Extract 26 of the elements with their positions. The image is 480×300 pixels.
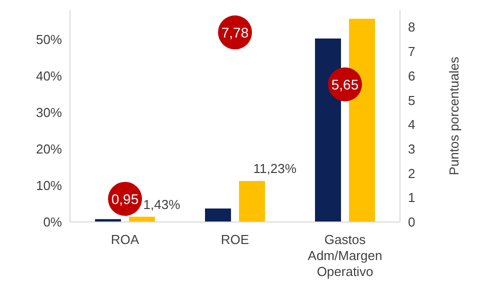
y2-tick-label: 6 <box>408 68 416 84</box>
y-tick-label: 20% <box>36 142 62 157</box>
data-label: 7,78 <box>221 24 249 40</box>
x-tick-label: ROA <box>110 232 140 247</box>
y-tick-label: 40% <box>36 68 62 84</box>
bar <box>205 208 231 222</box>
y2-tick-label: 2 <box>408 166 416 181</box>
bar <box>239 180 265 222</box>
data-label: 11,23% <box>253 160 297 176</box>
y-tick-label: 30% <box>36 104 62 120</box>
y2-tick-label: 0 <box>408 214 416 230</box>
y2-tick-label: 4 <box>408 117 416 132</box>
data-label: 1,43% <box>143 196 181 212</box>
y2-tick-label: 3 <box>408 142 416 157</box>
y2-tick-label: 1 <box>408 190 416 206</box>
y-tick-label: 10% <box>36 178 62 194</box>
x-tick-label: Gastos Adm/Margen Operativo <box>308 232 382 279</box>
data-label: 5,65 <box>331 76 359 92</box>
x-tick-label: ROE <box>220 232 250 247</box>
y-tick-label: 0% <box>43 214 62 230</box>
y2-tick-label: 5 <box>408 92 416 108</box>
data-label: 0,95 <box>111 190 139 207</box>
y-tick-label: 50% <box>36 32 62 47</box>
y2-tick-label: 8 <box>408 20 416 35</box>
y2-axis-title: Puntos porcentuales <box>446 56 462 176</box>
y2-tick-label: 7 <box>408 44 416 60</box>
